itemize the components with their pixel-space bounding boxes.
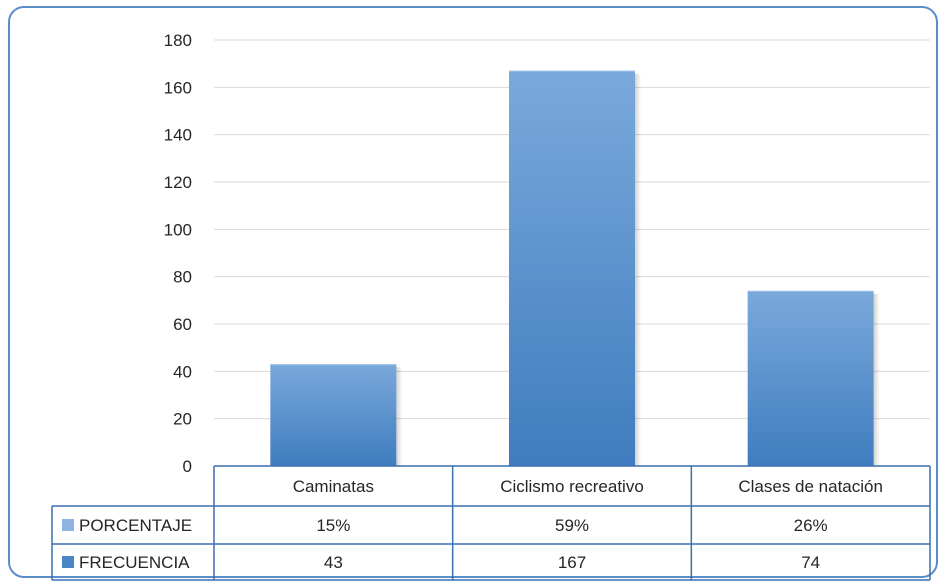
- table-value: 15%: [316, 516, 350, 535]
- y-tick-label: 140: [164, 126, 192, 145]
- legend-swatch: [62, 519, 74, 531]
- table-value: 43: [324, 553, 343, 572]
- bar-shadow: [396, 367, 403, 466]
- bar-shadow: [873, 293, 880, 466]
- y-tick-label: 20: [173, 410, 192, 429]
- table-value: 59%: [555, 516, 589, 535]
- bar: [509, 70, 635, 467]
- y-tick-label: 0: [183, 457, 192, 476]
- y-tick-label: 100: [164, 220, 192, 239]
- series-label: PORCENTAJE: [79, 516, 192, 535]
- category-label: Clases de natación: [738, 477, 883, 496]
- data-table: Caminatas Ciclismo recreativo Clases de na…: [51, 465, 931, 581]
- bar: [747, 290, 874, 466]
- y-tick-label: 80: [173, 268, 192, 287]
- y-tick-label: 120: [164, 173, 192, 192]
- y-tick-label: 160: [164, 78, 192, 97]
- bar: [270, 364, 397, 466]
- bars: [270, 70, 880, 467]
- series-label: FRECUENCIA: [79, 553, 190, 572]
- y-tick-label: 40: [173, 362, 192, 381]
- category-label: Ciclismo recreativo: [500, 477, 644, 496]
- category-label: Caminatas: [293, 477, 374, 496]
- y-axis-ticks: 0 20 40 60 80 100 120 140 160 180: [164, 31, 192, 476]
- table-value: 167: [558, 553, 586, 572]
- y-tick-label: 180: [164, 31, 192, 50]
- legend-swatch: [62, 556, 74, 568]
- table-value: 74: [801, 553, 820, 572]
- y-tick-label: 60: [173, 315, 192, 334]
- bar-shadow: [635, 73, 641, 467]
- table-value: 26%: [794, 516, 828, 535]
